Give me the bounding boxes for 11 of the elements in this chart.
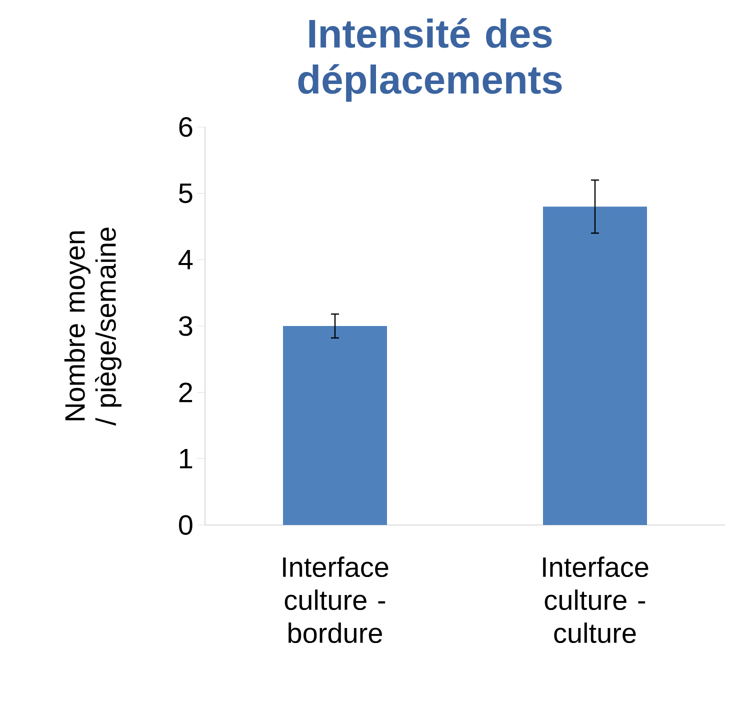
y-tick-label: 1 — [180, 449, 192, 468]
x-tick-label: Interface culture - culture — [543, 556, 648, 644]
y-tick-label: 6 — [179, 117, 192, 137]
y-tick-label: 3 — [178, 316, 192, 336]
y-tick-label: 5 — [179, 184, 192, 204]
y-axis-title: Nombre moyen / piège/semaine — [64, 228, 122, 426]
chart-title: Intensité des déplacements — [298, 18, 562, 102]
y-tick-label: 0 — [178, 515, 192, 535]
y-tick-label: 2 — [179, 382, 192, 402]
x-tick-label: Interface culture - bordure — [283, 556, 388, 644]
y-tick-label: 4 — [178, 250, 193, 270]
